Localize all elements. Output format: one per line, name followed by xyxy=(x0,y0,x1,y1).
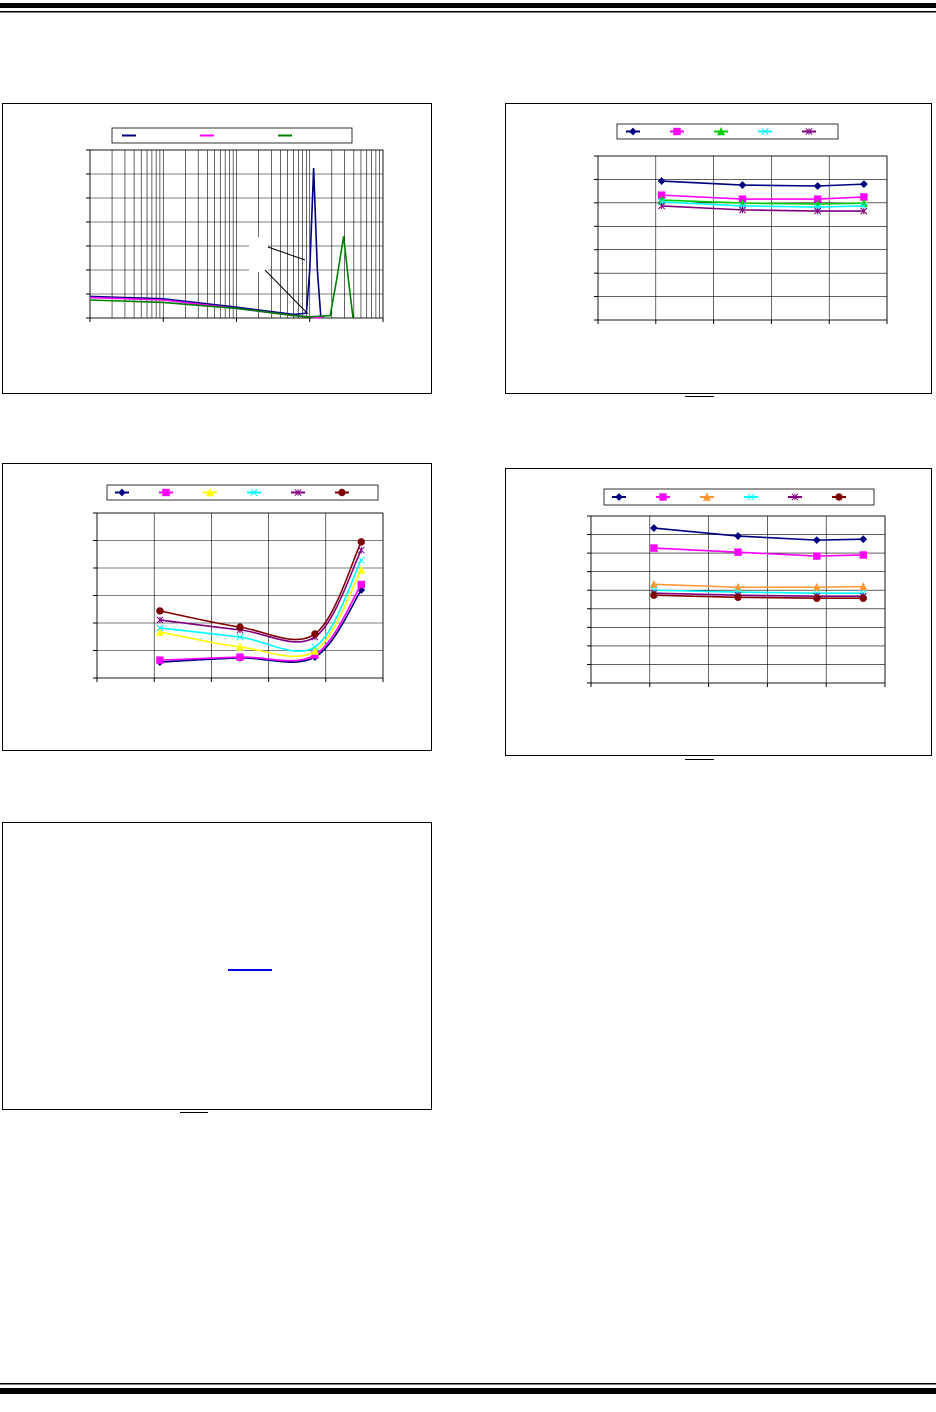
legend xyxy=(603,488,875,506)
legend xyxy=(106,484,379,501)
marker xyxy=(357,565,366,574)
marker xyxy=(812,536,821,545)
annotation-arrow xyxy=(267,246,306,261)
charts xyxy=(86,123,888,687)
marker xyxy=(859,582,868,591)
marker xyxy=(236,623,244,631)
footer-rule-thick xyxy=(0,1388,936,1394)
series-line xyxy=(661,180,864,187)
marker xyxy=(859,180,868,189)
marker xyxy=(155,627,164,636)
marker xyxy=(235,642,245,651)
series-line xyxy=(653,592,864,597)
annotation xyxy=(249,237,309,315)
marker xyxy=(812,582,821,591)
marker xyxy=(156,656,164,664)
marker xyxy=(738,181,747,189)
legend-marker xyxy=(205,488,215,497)
marker xyxy=(649,579,658,588)
series-line xyxy=(89,167,322,319)
marker xyxy=(734,548,742,556)
legend-marker xyxy=(835,493,843,501)
marker xyxy=(734,593,742,601)
series-line xyxy=(653,589,864,594)
marker xyxy=(859,535,868,544)
marker xyxy=(813,594,821,602)
series-line xyxy=(661,194,864,200)
series-line xyxy=(653,594,864,600)
legend-marker xyxy=(629,127,637,136)
marker xyxy=(738,206,747,214)
plot-area xyxy=(597,155,888,321)
series-line xyxy=(159,569,362,658)
marker xyxy=(357,556,365,564)
header-rule-thick xyxy=(0,3,936,8)
legend-marker xyxy=(716,127,726,136)
annotation-box xyxy=(249,237,268,272)
chart xyxy=(86,127,384,322)
legend-marker xyxy=(761,127,769,136)
header-rule-thin xyxy=(0,11,936,13)
legend xyxy=(111,127,353,144)
legend-marker xyxy=(118,488,126,497)
marker xyxy=(859,594,867,602)
series-line xyxy=(159,549,362,643)
legend-marker xyxy=(659,493,667,501)
series-line xyxy=(653,583,864,589)
series-line xyxy=(159,589,362,663)
chart xyxy=(594,123,888,324)
footer-rule-thin xyxy=(0,1383,936,1385)
marker xyxy=(650,544,658,552)
series-line xyxy=(159,559,362,652)
series-line xyxy=(661,205,864,212)
chart xyxy=(93,484,384,682)
legend-marker xyxy=(747,493,755,501)
annotation-arrow xyxy=(264,269,309,315)
legend-marker xyxy=(162,488,170,497)
marker xyxy=(734,532,742,540)
series-line xyxy=(159,584,362,662)
series-line xyxy=(89,236,354,319)
marker xyxy=(236,653,244,661)
series-line xyxy=(653,547,864,557)
legend-marker xyxy=(791,493,799,501)
marker xyxy=(311,643,319,651)
marker xyxy=(733,582,743,591)
marker xyxy=(236,633,244,641)
legend-marker xyxy=(338,488,346,497)
marker xyxy=(650,524,658,532)
marker xyxy=(357,538,365,546)
marker xyxy=(657,177,666,185)
series-line xyxy=(661,201,864,208)
series-line xyxy=(661,199,864,205)
legend-marker xyxy=(250,488,258,497)
marker xyxy=(156,624,164,632)
legend-marker xyxy=(702,492,712,501)
marker xyxy=(310,646,319,655)
chart xyxy=(587,488,886,687)
marker xyxy=(860,202,868,210)
marker xyxy=(311,630,319,638)
marker xyxy=(860,207,868,215)
marker xyxy=(650,591,658,599)
marker xyxy=(813,552,821,560)
legend-marker xyxy=(805,127,813,136)
legend-marker xyxy=(673,127,681,136)
marker xyxy=(859,551,867,559)
marker xyxy=(357,580,365,589)
marker xyxy=(814,207,822,215)
legend-marker xyxy=(294,488,302,497)
figure-frame xyxy=(2,822,432,1110)
marker xyxy=(156,607,164,615)
series-line xyxy=(653,527,864,541)
marker xyxy=(156,616,164,624)
marker xyxy=(813,182,822,190)
legend-marker xyxy=(615,493,623,501)
marker xyxy=(658,202,666,210)
series-line xyxy=(159,541,362,641)
